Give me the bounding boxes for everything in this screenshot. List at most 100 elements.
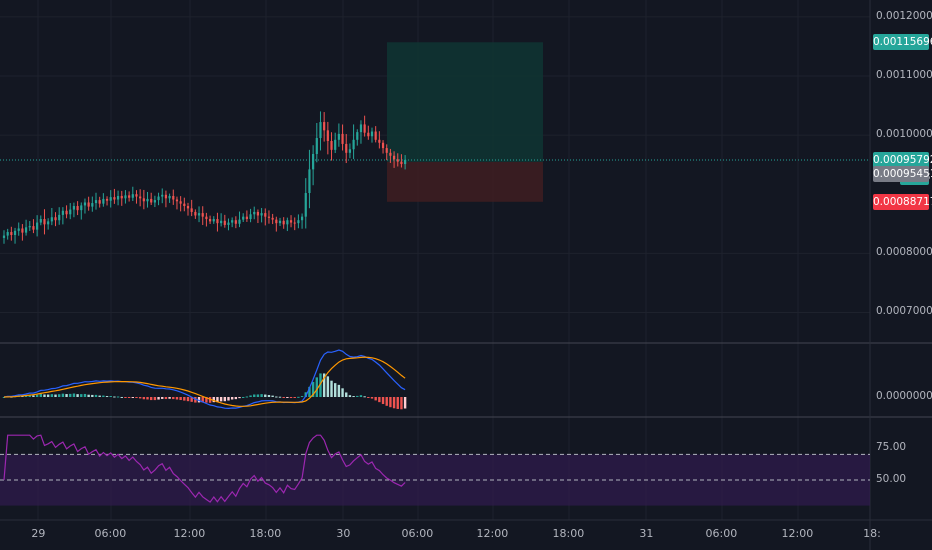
candle-down: [142, 198, 145, 202]
macd-axis-label: 0.00000000: [876, 390, 932, 402]
macd-histogram-bar: [172, 397, 175, 400]
candle-down: [150, 198, 153, 203]
macd-histogram-bar: [98, 395, 101, 397]
candle-up: [220, 220, 223, 224]
candle-up: [50, 217, 53, 222]
macd-histogram-bar: [230, 397, 234, 400]
macd-histogram-bar: [352, 396, 355, 398]
macd-histogram-bar: [264, 394, 267, 397]
price-tag: 0.00095792: [873, 151, 932, 168]
time-axis-label: 29: [31, 527, 46, 540]
candle-up: [24, 227, 28, 233]
macd-histogram-bar: [205, 397, 208, 403]
candle-down: [400, 161, 403, 165]
macd-histogram-bar: [249, 395, 252, 397]
macd-histogram-bar: [32, 395, 35, 397]
rsi-axis-label: 50.00: [876, 473, 907, 485]
candle-up: [47, 221, 50, 225]
candle-up: [91, 203, 94, 207]
candle-down: [32, 226, 35, 230]
candle-down: [367, 132, 370, 137]
candle-down: [10, 232, 13, 235]
macd-histogram-bar: [61, 393, 65, 397]
candle-up: [348, 149, 352, 153]
macd-histogram-bar: [150, 397, 153, 401]
macd-histogram-bar: [94, 394, 98, 397]
candle-up: [94, 200, 98, 204]
macd-histogram-bar: [2, 397, 6, 398]
candle-down: [293, 222, 296, 224]
macd-histogram-bar: [50, 394, 54, 397]
macd-histogram-bar: [242, 396, 245, 398]
macd-histogram-bar: [28, 395, 31, 397]
macd-histogram-bar: [43, 394, 46, 397]
macd-histogram-bar: [370, 397, 374, 399]
candle-up: [404, 159, 407, 165]
macd-histogram-bar: [201, 397, 204, 403]
time-axis-label: 06:00: [401, 527, 434, 540]
target-zone: [387, 42, 543, 162]
macd-histogram-bar: [403, 397, 407, 409]
candle-down: [323, 122, 326, 131]
macd-histogram-bar: [304, 392, 307, 397]
candle-down: [275, 219, 278, 224]
time-axis-label: 12:00: [476, 527, 509, 540]
time-axis-label: 06:00: [94, 527, 127, 540]
candle-up: [83, 202, 87, 206]
macd-signal-line: [3, 356, 406, 407]
stop-zone: [387, 161, 543, 202]
candle-up: [36, 222, 39, 230]
candle-up: [168, 195, 171, 199]
macd-histogram-bar: [105, 396, 109, 398]
macd-histogram-bar: [91, 394, 94, 397]
candle-down: [43, 219, 46, 225]
macd-histogram-bar: [131, 397, 134, 398]
candle-up: [6, 232, 9, 236]
candle-down: [234, 220, 237, 224]
candle-up: [61, 210, 64, 215]
candle-up: [39, 219, 42, 223]
time-axis-label: 30: [336, 527, 351, 540]
macd-histogram-bar: [87, 394, 90, 397]
macd-histogram-bar: [46, 394, 50, 397]
candle-up: [359, 124, 363, 133]
macd-histogram-bar: [35, 394, 39, 397]
macd-histogram-bar: [190, 397, 193, 402]
candle-up: [28, 226, 31, 228]
candle-up: [337, 133, 340, 140]
macd-histogram-bar: [54, 394, 57, 397]
macd-histogram-bar: [146, 397, 149, 400]
candle-down: [326, 130, 329, 141]
candle-up: [153, 200, 156, 203]
candle-up: [131, 194, 134, 198]
macd-histogram-bar: [219, 397, 223, 402]
time-axis-label: 12:00: [781, 527, 814, 540]
candle-down: [139, 196, 142, 199]
macd-histogram-bar: [286, 397, 289, 398]
price-tag: 0.00115696: [873, 34, 932, 51]
macd-histogram-bar: [348, 395, 352, 397]
macd-histogram-bar: [389, 397, 392, 408]
macd-histogram-bar: [308, 386, 311, 397]
candle-down: [172, 195, 175, 200]
candle-down: [175, 199, 179, 202]
macd-histogram-bar: [234, 397, 238, 400]
candle-down: [381, 142, 385, 149]
time-axis-label: 18:00: [552, 527, 585, 540]
candle-down: [128, 195, 131, 198]
candle-down: [289, 220, 293, 223]
candle-down: [21, 228, 24, 233]
macd-histogram-bar: [83, 393, 87, 397]
candle-up: [157, 196, 160, 201]
candle-up: [312, 153, 315, 170]
time-axis-label: 06:00: [705, 527, 738, 540]
macd-histogram-bar: [300, 396, 304, 398]
macd-histogram-bar: [315, 377, 318, 397]
candle-up: [300, 216, 304, 221]
candle-down: [223, 220, 226, 225]
macd-histogram-bar: [157, 397, 160, 400]
macd-histogram-bar: [197, 397, 201, 403]
candle-down: [87, 202, 90, 207]
candle-up: [58, 214, 61, 221]
